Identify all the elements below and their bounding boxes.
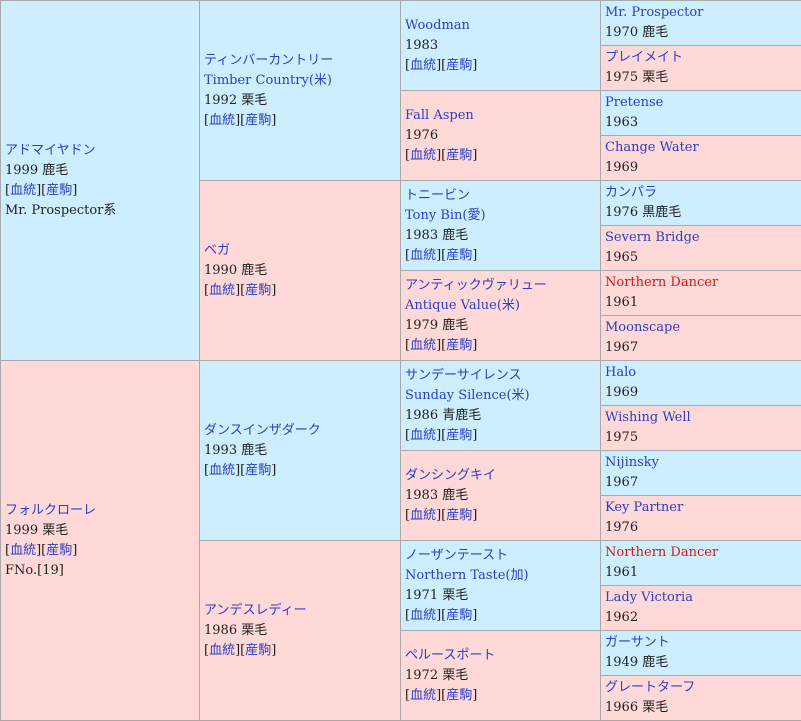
dam-sire-cell: ダンスインザダーク 1993 鹿毛 [血統][産駒] xyxy=(200,361,401,541)
pedigree-link[interactable]: 血統 xyxy=(410,428,436,443)
horse-name-link[interactable]: プレイメイト xyxy=(605,48,797,68)
progeny-link[interactable]: 産駒 xyxy=(46,183,72,198)
ancestor-cell: Nijinsky 1967 xyxy=(601,451,801,496)
family-number-label: FNo.[19] xyxy=(5,561,195,581)
horse-name-link[interactable]: アドマイヤドン xyxy=(5,141,195,161)
horse-name-link[interactable]: アンデスレディー xyxy=(204,601,396,621)
horse-alt-name-link[interactable]: Tony Bin(愛) xyxy=(405,206,596,226)
ancestor-cell: ペルースポート 1972 栗毛 [血統][産駒] xyxy=(401,631,601,721)
horse-name-link[interactable]: ダンスインザダーク xyxy=(204,421,396,441)
horse-name-link[interactable]: Moonscape xyxy=(605,318,797,338)
ancestor-cell: ダンシングキイ 1983 鹿毛 [血統][産駒] xyxy=(401,451,601,541)
progeny-link[interactable]: 産駒 xyxy=(446,58,472,73)
horse-alt-name-link[interactable]: Northern Taste(加) xyxy=(405,566,596,586)
ancestor-cell: サンデーサイレンス Sunday Silence(米) 1986 青鹿毛 [血統… xyxy=(401,361,601,451)
pedigree-link[interactable]: 血統 xyxy=(410,608,436,623)
horse-alt-name-link[interactable]: Sunday Silence(米) xyxy=(405,386,596,406)
progeny-link[interactable]: 産駒 xyxy=(446,608,472,623)
pedigree-link[interactable]: 血統 xyxy=(209,463,235,478)
horse-name-link[interactable]: ダンシングキイ xyxy=(405,466,596,486)
progeny-link[interactable]: 産駒 xyxy=(245,283,271,298)
horse-name-link[interactable]: Severn Bridge xyxy=(605,228,797,248)
ancestor-cell: Wishing Well 1975 xyxy=(601,406,801,451)
pedigree-link[interactable]: 血統 xyxy=(209,113,235,128)
ancestor-cell: カンパラ 1976 黒鹿毛 xyxy=(601,181,801,226)
pedigree-link[interactable]: 血統 xyxy=(10,543,36,558)
pedigree-link[interactable]: 血統 xyxy=(410,688,436,703)
horse-name-link[interactable]: ベガ xyxy=(204,241,396,261)
ancestor-cell: Fall Aspen 1976 [血統][産駒] xyxy=(401,91,601,181)
ancestor-cell: トニービン Tony Bin(愛) 1983 鹿毛 [血統][産駒] xyxy=(401,181,601,271)
ancestor-cell: Mr. Prospector 1970 鹿毛 xyxy=(601,1,801,46)
horse-name-link[interactable]: ティンバーカントリー xyxy=(204,51,396,71)
pedigree-link[interactable]: 血統 xyxy=(410,58,436,73)
horse-name-link[interactable]: Halo xyxy=(605,363,797,383)
progeny-link[interactable]: 産駒 xyxy=(245,463,271,478)
progeny-link[interactable]: 産駒 xyxy=(446,428,472,443)
horse-name-link[interactable]: Key Partner xyxy=(605,498,797,518)
dam-dam-cell: アンデスレディー 1986 栗毛 [血統][産駒] xyxy=(200,541,401,721)
ancestor-cell: ガーサント 1949 鹿毛 xyxy=(601,631,801,676)
ancestor-cell: プレイメイト 1975 栗毛 xyxy=(601,46,801,91)
horse-name-link[interactable]: アンティックヴァリュー xyxy=(405,276,596,296)
horse-name-link[interactable]: グレートターフ xyxy=(605,678,797,698)
progeny-link[interactable]: 産駒 xyxy=(46,543,72,558)
ancestor-cell: Change Water 1969 xyxy=(601,136,801,181)
ancestor-cell: Moonscape 1967 xyxy=(601,316,801,361)
inbreeding-horse-name-link[interactable]: Northern Dancer xyxy=(605,543,797,563)
horse-name-link[interactable]: フォルクローレ xyxy=(5,501,195,521)
ancestor-cell: Key Partner 1976 xyxy=(601,496,801,541)
sire-sire-cell: ティンバーカントリー Timber Country(米) 1992 栗毛 [血統… xyxy=(200,1,401,181)
horse-name-link[interactable]: カンパラ xyxy=(605,183,797,203)
horse-alt-name-link[interactable]: Antique Value(米) xyxy=(405,296,596,316)
ancestor-cell: Halo 1969 xyxy=(601,361,801,406)
ancestor-cell: ノーザンテースト Northern Taste(加) 1971 栗毛 [血統][… xyxy=(401,541,601,631)
pedigree-link[interactable]: 血統 xyxy=(410,338,436,353)
progeny-link[interactable]: 産駒 xyxy=(446,248,472,263)
pedigree-link[interactable]: 血統 xyxy=(410,148,436,163)
pedigree-link[interactable]: 血統 xyxy=(10,183,36,198)
ancestor-cell: Northern Dancer 1961 xyxy=(601,271,801,316)
horse-alt-name-link[interactable]: Timber Country(米) xyxy=(204,71,396,91)
pedigree-link[interactable]: 血統 xyxy=(410,508,436,523)
horse-name-link[interactable]: サンデーサイレンス xyxy=(405,366,596,386)
horse-name-link[interactable]: Nijinsky xyxy=(605,453,797,473)
progeny-link[interactable]: 産駒 xyxy=(446,148,472,163)
ancestor-cell: Severn Bridge 1965 xyxy=(601,226,801,271)
progeny-link[interactable]: 産駒 xyxy=(446,508,472,523)
dam-cell: フォルクローレ 1999 栗毛 [血統][産駒] FNo.[19] xyxy=(1,361,200,721)
ancestor-cell: グレートターフ 1966 栗毛 xyxy=(601,676,801,721)
ancestor-cell: Lady Victoria 1962 xyxy=(601,586,801,631)
horse-name-link[interactable]: Change Water xyxy=(605,138,797,158)
horse-name-link[interactable]: Mr. Prospector xyxy=(605,3,797,23)
pedigree-link[interactable]: 血統 xyxy=(410,248,436,263)
sire-cell: アドマイヤドン 1999 鹿毛 [血統][産駒] Mr. Prospector系 xyxy=(1,1,200,361)
pedigree-link[interactable]: 血統 xyxy=(209,283,235,298)
horse-name-link[interactable]: Pretense xyxy=(605,93,797,113)
ancestor-cell: Woodman 1983 [血統][産駒] xyxy=(401,1,601,91)
ancestor-cell: アンティックヴァリュー Antique Value(米) 1979 鹿毛 [血統… xyxy=(401,271,601,361)
progeny-link[interactable]: 産駒 xyxy=(446,688,472,703)
horse-name-link[interactable]: Wishing Well xyxy=(605,408,797,428)
sire-dam-cell: ベガ 1990 鹿毛 [血統][産駒] xyxy=(200,181,401,361)
progeny-link[interactable]: 産駒 xyxy=(446,338,472,353)
horse-name-link[interactable]: ノーザンテースト xyxy=(405,546,596,566)
progeny-link[interactable]: 産駒 xyxy=(245,113,271,128)
pedigree-link[interactable]: 血統 xyxy=(209,643,235,658)
horse-name-link[interactable]: トニービン xyxy=(405,186,596,206)
inbreeding-horse-name-link[interactable]: Northern Dancer xyxy=(605,273,797,293)
ancestor-cell: Pretense 1963 xyxy=(601,91,801,136)
sire-line-label: Mr. Prospector系 xyxy=(5,201,195,221)
ancestor-cell: Northern Dancer 1961 xyxy=(601,541,801,586)
progeny-link[interactable]: 産駒 xyxy=(245,643,271,658)
horse-name-link[interactable]: Woodman xyxy=(405,16,596,36)
horse-name-link[interactable]: Fall Aspen xyxy=(405,106,596,126)
horse-name-link[interactable]: ガーサント xyxy=(605,633,797,653)
horse-name-link[interactable]: Lady Victoria xyxy=(605,588,797,608)
horse-name-link[interactable]: ペルースポート xyxy=(405,646,596,666)
